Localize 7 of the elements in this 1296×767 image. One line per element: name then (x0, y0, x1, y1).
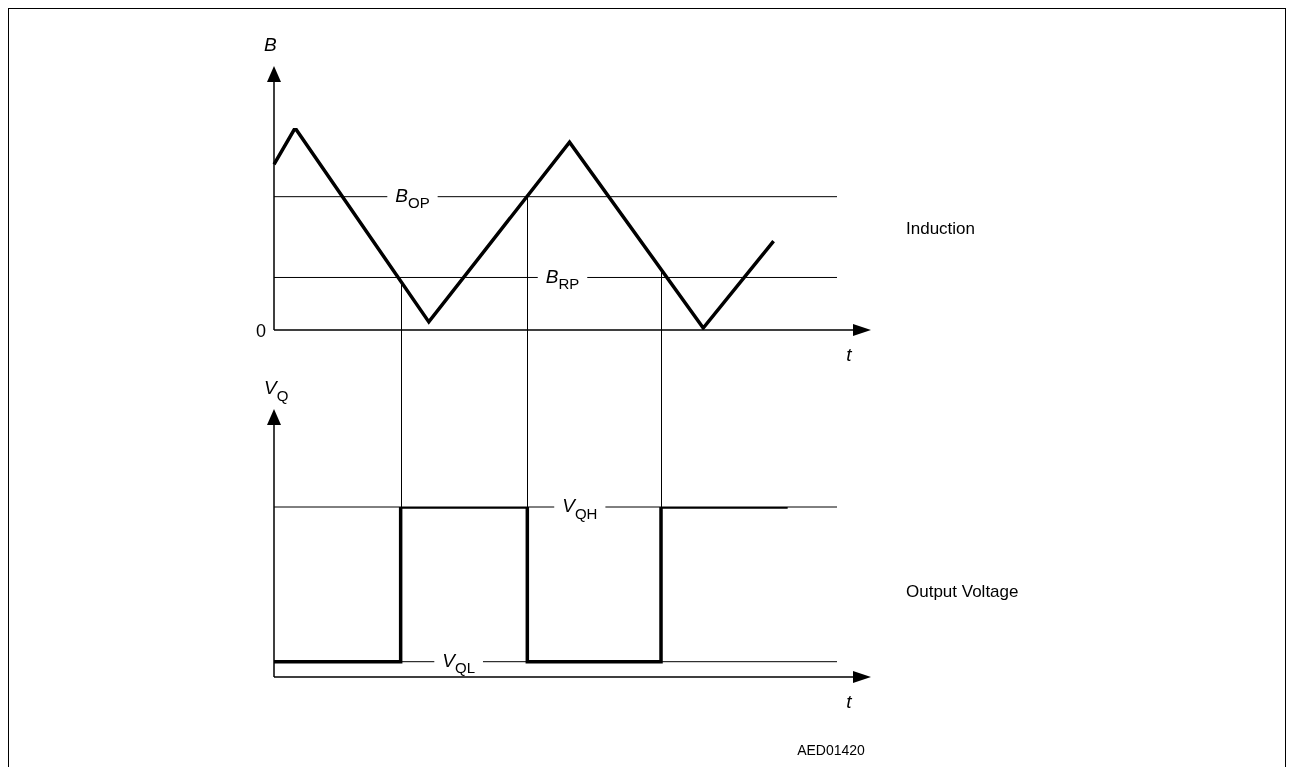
text: 0 (255, 320, 266, 341)
text: AED01420 (797, 741, 866, 758)
text: Induction (906, 218, 975, 238)
x-axis-title: t (846, 691, 853, 713)
text: Output Voltage (906, 581, 1019, 601)
x-axis-title: t (846, 344, 853, 366)
y-axis-title: B (264, 34, 277, 56)
